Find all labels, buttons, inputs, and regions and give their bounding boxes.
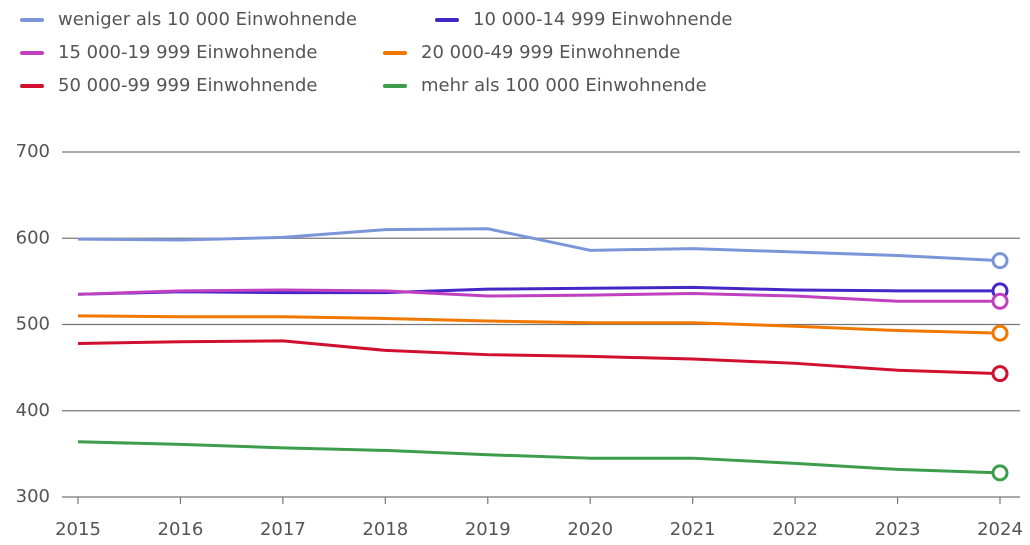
x-tick-label: 2024 — [977, 519, 1023, 540]
x-tick-label: 2020 — [567, 519, 613, 540]
y-tick-label: 600 — [16, 227, 50, 248]
series-line — [77, 285, 1000, 296]
x-tick-label: 2022 — [772, 519, 818, 540]
x-tick-label: 2017 — [260, 519, 306, 540]
x-tick-label: 2021 — [670, 519, 716, 540]
legend-label: mehr als 100 000 Einwohnende — [421, 75, 707, 96]
x-tick-label: 2016 — [158, 519, 204, 540]
legend-label: 20 000-49 999 Einwohnende — [421, 42, 681, 63]
legend-label: weniger als 10 000 Einwohnende — [58, 9, 357, 30]
end-marker — [991, 252, 1009, 270]
end-marker — [991, 324, 1009, 342]
x-tick-label: 2015 — [55, 519, 101, 540]
series-line — [77, 440, 1001, 475]
y-tick-label: 700 — [16, 141, 50, 162]
y-tick-label: 300 — [16, 486, 50, 507]
legend-label: 15 000-19 999 Einwohnende — [58, 42, 318, 63]
end-marker — [991, 464, 1009, 482]
y-tick-label: 500 — [16, 314, 50, 335]
series-line — [77, 314, 1001, 335]
x-tick-label: 2019 — [465, 519, 511, 540]
series-line — [77, 288, 1000, 303]
x-tick-label: 2018 — [362, 519, 408, 540]
legend-label: 50 000-99 999 Einwohnende — [58, 75, 318, 96]
end-marker — [991, 365, 1009, 383]
series-line — [77, 339, 1001, 376]
legend-label: 10 000-14 999 Einwohnende — [473, 9, 733, 30]
series-line — [77, 227, 1001, 263]
end-marker — [991, 292, 1009, 310]
x-tick-label: 2023 — [875, 519, 921, 540]
y-tick-label: 400 — [16, 400, 50, 421]
